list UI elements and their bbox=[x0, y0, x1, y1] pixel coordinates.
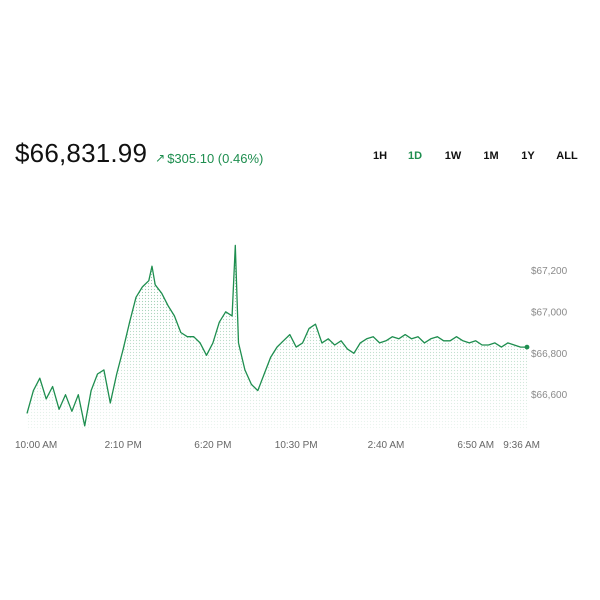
x-tick-label: 9:36 AM bbox=[503, 440, 540, 451]
y-tick-label: $66,800 bbox=[531, 349, 568, 360]
chart-line bbox=[26, 244, 530, 427]
x-tick-label: 6:50 AM bbox=[457, 440, 494, 451]
y-axis-labels: $67,200 $67,000 $66,800 $66,600 bbox=[531, 266, 568, 401]
y-tick-label: $67,000 bbox=[531, 307, 568, 318]
chart-area-fill bbox=[27, 245, 527, 430]
time-range-selector: 1H 1D 1W 1M 1Y ALL bbox=[365, 150, 590, 166]
x-tick-label: 2:10 PM bbox=[105, 440, 142, 451]
range-tab-1y[interactable]: 1Y bbox=[521, 150, 535, 162]
arrow-up-right-icon: ↗ bbox=[155, 151, 166, 165]
current-price-marker bbox=[524, 344, 530, 350]
y-tick-label: $67,200 bbox=[531, 266, 568, 277]
x-tick-label: 10:30 PM bbox=[275, 440, 318, 451]
price-change-value: $305.10 (0.46%) bbox=[167, 150, 264, 166]
x-tick-label: 10:00 AM bbox=[15, 440, 57, 451]
range-tab-1h[interactable]: 1H bbox=[372, 150, 388, 162]
range-tab-1m[interactable]: 1M bbox=[483, 150, 499, 162]
y-tick-label: $66,600 bbox=[531, 390, 568, 401]
price-chart-svg[interactable]: $67,200 $67,000 $66,800 $66,600 10:00 AM 2:1… bbox=[0, 225, 600, 460]
price-series-line bbox=[26, 244, 527, 427]
current-price: $66,831.99 bbox=[15, 138, 148, 168]
x-tick-label: 2:40 AM bbox=[368, 440, 405, 451]
price-header: $66,831.99 ↗ $305.10 (0.46%) bbox=[15, 138, 263, 169]
range-tab-all[interactable]: ALL bbox=[556, 150, 578, 162]
price-chart[interactable]: $67,200 $67,000 $66,800 $66,600 10:00 AM 2:1… bbox=[0, 225, 600, 460]
price-change: ↗ $305.10 (0.46%) bbox=[155, 151, 263, 166]
range-tab-1d[interactable]: 1D bbox=[407, 150, 423, 162]
x-axis-labels: 10:00 AM 2:10 PM 6:20 PM 10:30 PM 2:40 AM 6:5… bbox=[15, 440, 540, 451]
range-tab-1w[interactable]: 1W bbox=[444, 150, 462, 162]
chart-area-fade bbox=[27, 245, 527, 430]
x-tick-label: 6:20 PM bbox=[194, 440, 231, 451]
